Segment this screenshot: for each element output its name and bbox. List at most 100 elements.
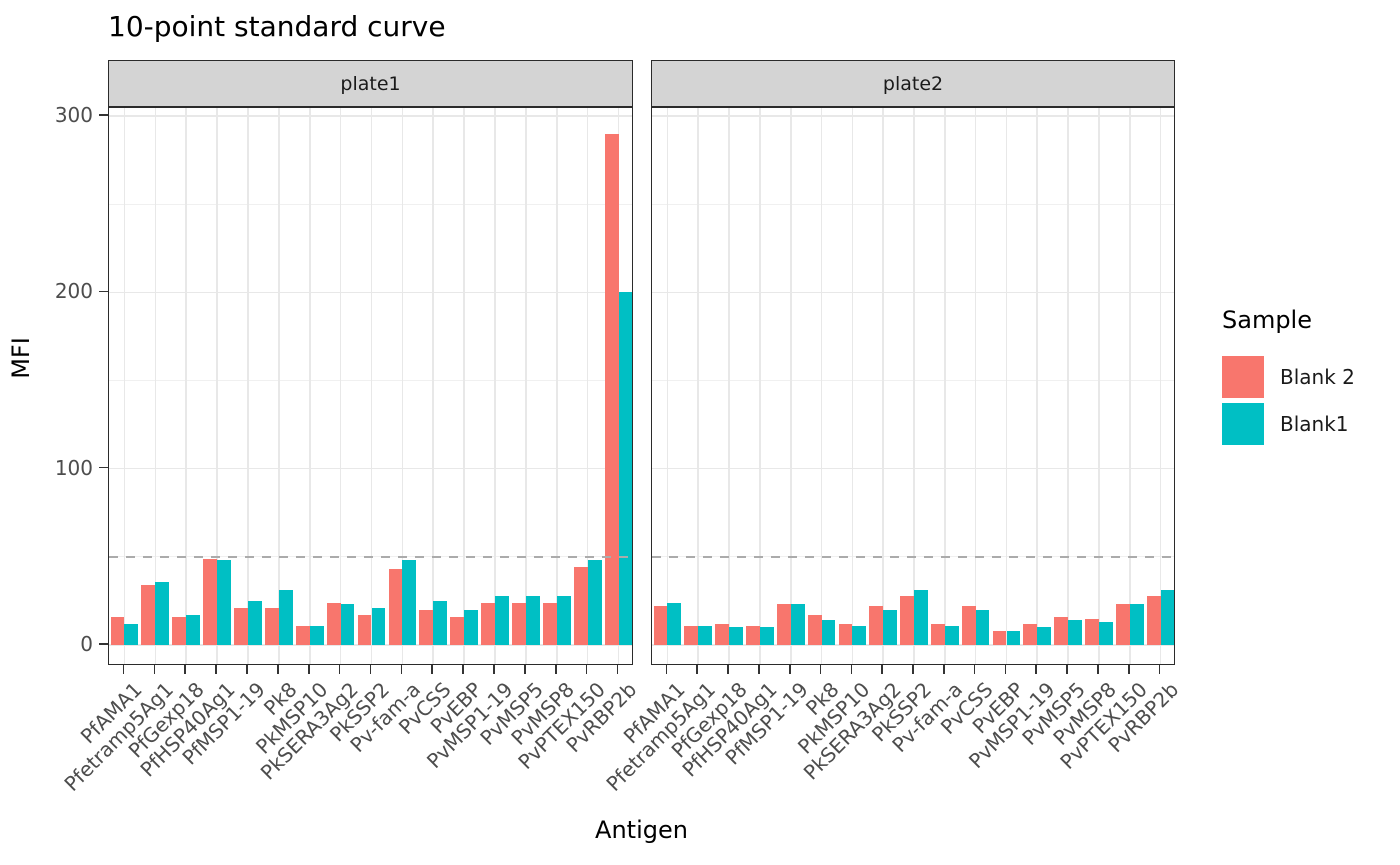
legend: Sample Blank 2 Blank1 [1222, 306, 1355, 450]
facet-strip-label: plate1 [340, 72, 401, 95]
bar-plate1-PvMSP8-Blank1 [556, 595, 571, 645]
y-tick-label: 0 [80, 632, 93, 656]
bar-plate1-PvMSP5-Blank 2 [512, 602, 526, 645]
legend-label: Blank 2 [1280, 365, 1355, 389]
reference-line [109, 555, 632, 559]
bar-plate2-PvMSP5-Blank 2 [1054, 616, 1069, 645]
bar-plate2-PkSERA3Ag2-Blank1 [883, 609, 898, 645]
x-tick-mark [462, 665, 464, 674]
bar-plate2-PvEBP-Blank1 [1006, 630, 1021, 645]
bar-plate1-PvMSP1-19-Blank1 [495, 595, 509, 645]
legend-label: Blank1 [1280, 412, 1349, 436]
bar-plate2-PkSSP2-Blank 2 [900, 595, 914, 645]
bar-plate1-Pv-fam-a-Blank1 [402, 560, 417, 645]
bar-plate1-Pfetramp5Ag1-Blank1 [155, 581, 170, 645]
gridline-vertical [1128, 108, 1131, 664]
x-axis-title: Antigen [595, 816, 688, 844]
x-tick-mark [912, 665, 914, 674]
bar-plate1-PkSERA3Ag2-Blank 2 [326, 602, 341, 645]
gridline-minor [652, 379, 1174, 382]
bar-plate2-PvEBP-Blank 2 [992, 630, 1007, 645]
gridline-vertical [1005, 108, 1008, 664]
x-tick-mark [788, 665, 791, 674]
facet-strip-plate2: plate2 [651, 60, 1175, 107]
bar-plate2-PfGexp18-Blank 2 [715, 623, 730, 645]
bar-plate2-Pk8-Blank1 [821, 620, 836, 645]
bar-plate2-PfHSP40Ag1-Blank 2 [746, 625, 760, 645]
gridline-vertical [882, 108, 884, 664]
x-tick-mark [1158, 665, 1161, 674]
bar-plate1-PkSERA3Ag2-Blank1 [340, 604, 355, 645]
x-tick-mark [493, 665, 495, 674]
gridline-vertical [697, 108, 700, 664]
bar-plate1-PvRBP2b-Blank 2 [604, 133, 619, 645]
gridline-major [109, 115, 632, 117]
bar-plate2-PvMSP5-Blank1 [1068, 620, 1082, 645]
bar-plate1-PvMSP1-19-Blank 2 [481, 602, 495, 645]
bar-plate2-PvRBP2b-Blank1 [1160, 590, 1174, 645]
gridline-vertical [247, 108, 249, 664]
bar-plate1-PfAMA1-Blank1 [124, 623, 139, 645]
gridline-vertical [339, 108, 342, 664]
bar-plate1-PvMSP8-Blank 2 [542, 602, 557, 645]
gridline-vertical [913, 108, 915, 664]
gridline-vertical [1036, 108, 1039, 664]
gridline-vertical [974, 108, 977, 664]
x-tick-mark [1127, 665, 1130, 674]
bar-plate2-PfGexp18-Blank1 [729, 627, 743, 645]
bar-plate1-Pk8-Blank1 [278, 590, 293, 645]
gridline-vertical [555, 108, 558, 664]
y-tick-label: 300 [54, 103, 93, 127]
gridline-vertical [494, 108, 496, 664]
gridline-vertical [1159, 108, 1162, 664]
bar-plate1-PvMSP5-Blank1 [525, 595, 540, 645]
gridline-vertical [728, 108, 730, 664]
legend-item-blank2: Blank 2 [1222, 356, 1355, 398]
x-tick-mark [616, 665, 619, 674]
bar-plate2-PvMSP8-Blank1 [1098, 622, 1113, 645]
x-tick-mark [973, 665, 976, 674]
bar-plate1-PvEBP-Blank1 [464, 609, 478, 645]
bar-plate1-PfHSP40Ag1-Blank1 [217, 560, 231, 645]
gridline-vertical [216, 108, 218, 664]
y-tick-mark [99, 114, 108, 116]
bar-plate2-PvCSS-Blank1 [975, 609, 990, 645]
x-tick-mark [665, 665, 668, 674]
gridline-minor [109, 203, 632, 205]
bar-plate1-Pk8-Blank 2 [265, 608, 279, 645]
facet-strip-plate1: plate1 [108, 60, 633, 107]
x-tick-mark [1097, 665, 1099, 674]
gridline-vertical [525, 108, 527, 664]
bar-plate2-PkSERA3Ag2-Blank 2 [869, 606, 884, 645]
gridline-major [652, 115, 1174, 117]
x-tick-mark [215, 665, 217, 674]
bar-plate1-PvEBP-Blank 2 [450, 616, 465, 645]
x-tick-mark [585, 665, 588, 674]
bar-plate1-PkMSP10-Blank 2 [295, 625, 310, 645]
bar-plate2-PvMSP1-19-Blank 2 [1023, 623, 1038, 645]
gridline-vertical [1067, 108, 1069, 664]
y-tick-label: 100 [54, 455, 93, 480]
x-tick-mark [1066, 665, 1068, 674]
bar-plate1-PvPTEX150-Blank 2 [573, 567, 588, 645]
gridline-vertical [463, 108, 465, 664]
gridline-vertical [789, 108, 792, 664]
panel-plate1 [108, 107, 633, 665]
facet-strip-label: plate2 [882, 72, 944, 95]
legend-swatch-blank1 [1222, 403, 1264, 445]
gridline-major [652, 291, 1174, 294]
gridline-minor [109, 379, 632, 382]
gridline-vertical [586, 108, 589, 664]
bar-plate2-PkMSP10-Blank 2 [838, 623, 853, 645]
bar-plate2-Pfetramp5Ag1-Blank 2 [684, 625, 699, 645]
bar-plate1-PfMSP1-19-Blank 2 [234, 608, 248, 645]
bar-plate2-PvCSS-Blank 2 [961, 606, 976, 645]
bar-plate2-PvRBP2b-Blank 2 [1146, 595, 1161, 645]
bar-plate1-PvPTEX150-Blank1 [587, 560, 602, 645]
x-tick-mark [431, 665, 434, 674]
bar-plate2-PvMSP1-19-Blank1 [1037, 627, 1052, 645]
x-tick-mark [184, 665, 187, 674]
bar-plate1-Pv-fam-a-Blank 2 [388, 569, 403, 645]
x-tick-mark [758, 665, 760, 674]
